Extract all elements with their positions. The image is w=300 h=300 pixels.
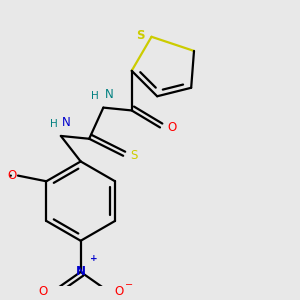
Text: O: O (167, 121, 176, 134)
Text: O: O (38, 285, 47, 298)
Text: S: S (136, 29, 144, 42)
Text: +: + (90, 254, 98, 263)
Text: N: N (62, 116, 71, 129)
Text: O: O (114, 285, 123, 298)
Text: O: O (7, 169, 16, 182)
Text: S: S (130, 149, 138, 162)
Text: H: H (91, 91, 99, 100)
Text: N: N (76, 266, 86, 278)
Text: H: H (50, 119, 58, 129)
Text: N: N (105, 88, 113, 100)
Text: −: − (124, 280, 133, 290)
